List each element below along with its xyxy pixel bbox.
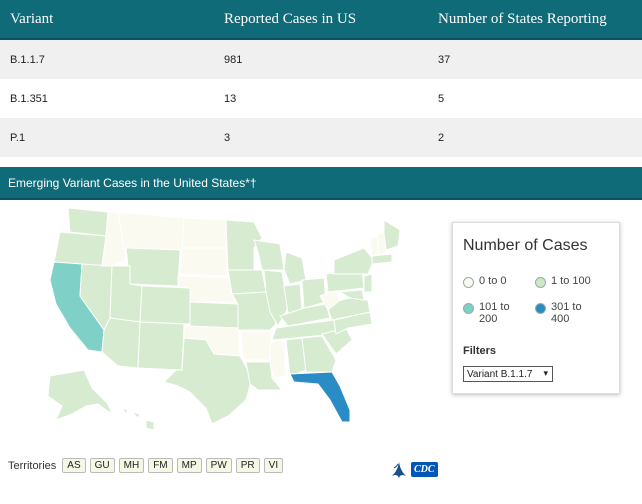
us-map [47,207,401,431]
legend-item: 301 to 400 [535,301,595,325]
state-georgia[interactable] [301,335,337,373]
state-vermont[interactable] [369,235,379,257]
map-legend: Number of Cases 0 to 0 1 to 100 101 to 2… [452,222,620,394]
header-variant: Variant [10,10,54,27]
state-maine[interactable] [383,219,401,251]
state-kentucky[interactable] [279,303,331,327]
legend-swatch [535,303,546,314]
state-washington[interactable] [67,207,109,237]
state-ohio[interactable] [301,277,327,309]
territory-button-fm[interactable]: FM [148,458,173,473]
state-oregon[interactable] [53,231,107,267]
legend-label: 1 to 100 [551,275,591,287]
legend-label: 301 to 400 [551,301,582,325]
state-michigan[interactable] [283,251,307,285]
state-hawaii[interactable] [120,407,155,431]
cdc-logo[interactable]: CDC [390,458,438,480]
chevron-down-icon: ▾ [543,368,548,378]
state-arizona[interactable] [101,317,141,369]
table-row: B.1.351 13 5 [0,79,642,118]
legend-label: 101 to 200 [479,301,510,325]
legend-swatch [535,277,546,288]
state-colorado[interactable] [139,285,191,325]
cell-variant: P.1 [10,131,26,144]
legend-swatch [463,277,474,288]
state-wisconsin[interactable] [253,239,285,271]
cell-cases: 3 [224,131,231,144]
legend-item: 101 to 200 [463,301,523,325]
territory-button-pw[interactable]: PW [205,458,232,473]
state-new-mexico[interactable] [137,321,185,371]
legend-item: 0 to 0 [463,275,507,288]
cell-states: 37 [438,53,451,66]
legend-item: 1 to 100 [535,275,591,288]
state-south-dakota[interactable] [179,247,229,277]
table-header: Variant Reported Cases in US Number of S… [0,0,642,40]
state-new-york[interactable] [333,247,375,275]
territory-button-mh[interactable]: MH [118,458,145,473]
table-row: B.1.1.7 981 37 [0,40,642,79]
territory-button-mp[interactable]: MP [176,458,202,473]
territories-bar: Territories AS GU MH FM MP PW PR VI [8,458,284,473]
territories-label: Territories [8,459,57,472]
state-florida[interactable] [289,371,351,423]
state-alaska[interactable] [47,369,114,421]
territory-button-vi[interactable]: VI [263,458,284,473]
state-montana[interactable] [117,211,185,251]
state-new-jersey[interactable] [363,273,373,293]
header-reported-cases: Reported Cases in US [224,10,357,27]
territory-button-gu[interactable]: GU [89,458,115,473]
state-arkansas[interactable] [239,331,273,361]
section-banner: Emerging Variant Cases in the United Sta… [0,167,642,200]
header-states-reporting: Number of States Reporting [438,10,607,27]
state-north-dakota[interactable] [181,217,227,249]
state-illinois[interactable] [263,269,289,328]
cdc-logo-text: CDC [411,461,438,477]
cell-cases: 981 [224,53,243,66]
state-texas[interactable] [163,337,253,425]
territory-button-pr[interactable]: PR [235,458,260,473]
filter-selected-value: Variant B.1.1.7 [467,368,533,380]
state-kansas[interactable] [189,301,239,329]
cell-states: 5 [438,92,445,105]
state-mississippi[interactable] [269,339,287,379]
state-iowa[interactable] [227,269,267,295]
state-maryland[interactable] [338,289,365,301]
table-row: P.1 3 2 [0,118,642,157]
state-wyoming[interactable] [125,247,181,287]
variant-filter-select[interactable]: Variant B.1.1.7 ▾ [463,366,553,382]
territory-button-as[interactable]: AS [62,458,86,473]
filters-label: Filters [463,345,497,357]
state-massachusetts[interactable] [371,253,393,265]
hhs-eagle-icon [392,462,406,478]
variant-table: Variant Reported Cases in US Number of S… [0,0,642,157]
state-virginia[interactable] [325,297,371,321]
cell-states: 2 [438,131,445,144]
legend-swatch [463,303,474,314]
cell-variant: B.1.351 [10,92,48,105]
legend-label: 0 to 0 [479,275,507,287]
section-title: Emerging Variant Cases in the United Sta… [8,175,257,190]
legend-title: Number of Cases [463,237,588,254]
cell-cases: 13 [224,92,237,105]
cell-variant: B.1.1.7 [10,53,45,66]
